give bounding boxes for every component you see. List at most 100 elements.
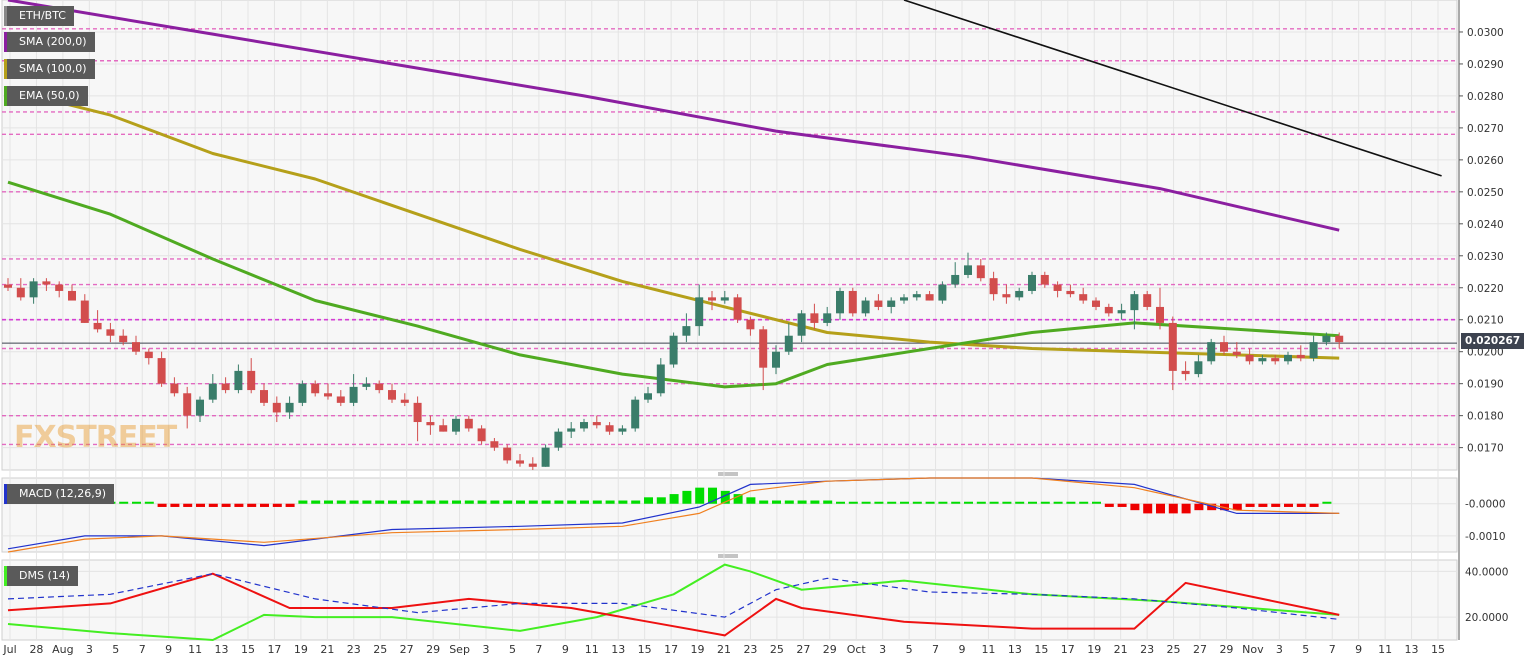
macd-histogram-bar (336, 500, 346, 504)
candle-body (119, 335, 128, 343)
sma200-label[interactable]: SMA (200,0) (4, 32, 95, 52)
macd-histogram-bar (746, 497, 756, 504)
candle-body (1335, 335, 1344, 343)
macd-histogram-bar (695, 487, 705, 504)
panel-backgrounds (1, 0, 1458, 641)
candle-body (912, 294, 921, 298)
candles (4, 252, 1344, 470)
candle-body (887, 300, 896, 307)
series-line (7, 180, 1340, 389)
macd-histogram-bar (848, 501, 858, 504)
x-tick-label: Nov (1242, 643, 1264, 656)
x-tick-label: 11 (981, 643, 995, 656)
candle-body (810, 313, 819, 323)
macd-histogram-bar (669, 494, 679, 504)
macd-histogram-bar (567, 500, 577, 504)
macd-histogram-bar (708, 487, 717, 504)
candle-body (1040, 274, 1049, 285)
sma100-label[interactable]: SMA (100,0) (4, 59, 95, 79)
candle-body (1002, 294, 1011, 298)
candle-body (1258, 358, 1267, 362)
macd-histogram-bar (1168, 503, 1178, 514)
x-tick-label: 17 (1061, 643, 1075, 656)
x-tick-label: 17 (267, 643, 281, 656)
candle-body (247, 370, 256, 391)
macd-histogram-bar (1066, 501, 1076, 504)
macd-histogram-bar (157, 503, 167, 507)
candle-body (1117, 310, 1126, 314)
candle-body (708, 297, 716, 301)
candle-body (605, 425, 614, 432)
macd-histogram-bar (119, 501, 129, 504)
candle-body (170, 383, 179, 394)
ema50-label[interactable]: EMA (50,0) (4, 86, 88, 106)
macd-histogram-bar (1092, 501, 1101, 504)
moving-averages (7, 0, 1442, 389)
series-line (903, 0, 1442, 177)
macd-histogram-bar (170, 503, 180, 507)
candle-body (989, 278, 998, 295)
x-tick-label: Sep (449, 643, 470, 656)
y-tick-label: 0.0290 (1467, 59, 1504, 71)
candle-body (349, 386, 358, 403)
y-tick-label: 0.0200 (1467, 347, 1504, 359)
macd-histogram-bar (349, 500, 359, 504)
candle-body (196, 399, 204, 416)
macd-histogram-bar (234, 503, 244, 507)
dms-label[interactable]: DMS (14) (4, 566, 79, 586)
candle-body (951, 274, 960, 285)
y-tick-label: 0.0270 (1467, 123, 1504, 135)
x-tick-label: 21 (1114, 643, 1128, 656)
macd-histogram-bar (976, 501, 986, 504)
candle-body (1028, 274, 1036, 291)
candle-body (836, 290, 844, 314)
candle-body (759, 329, 768, 368)
macd-histogram-bar (1015, 501, 1025, 504)
candle-body (592, 422, 601, 426)
x-tick-label: 11 (1378, 643, 1392, 656)
x-tick-label: 15 (1431, 643, 1445, 656)
x-tick-label: 19 (691, 643, 705, 656)
pair-label[interactable]: ETH/BTC (4, 6, 74, 26)
candle-body (106, 329, 115, 336)
candle-body (784, 335, 793, 352)
x-tick-label: Jul (2, 643, 16, 656)
dms-line (7, 573, 1340, 620)
y-tick-label: 0.0180 (1467, 411, 1504, 423)
series-line (7, 88, 1340, 360)
dms-tick-label: 20.0000 (1465, 612, 1508, 624)
x-tick-label: 29 (426, 643, 440, 656)
macd-histogram-bar (528, 500, 538, 504)
candle-body (93, 322, 102, 330)
y-tick-label: 0.0210 (1467, 315, 1504, 327)
macd-histogram-bar (541, 500, 551, 504)
x-tick-label: Oct (847, 643, 867, 656)
macd-histogram-bar (592, 500, 602, 504)
support-resistance-levels (2, 28, 1457, 446)
candle-body (55, 284, 64, 291)
x-tick-label: 5 (509, 643, 516, 656)
x-tick-label: 23 (1140, 643, 1154, 656)
macd-histogram-bar (298, 500, 308, 504)
candle-body (413, 402, 422, 423)
candle-body (68, 290, 76, 301)
x-tick-label: 29 (823, 643, 837, 656)
macd-histogram-bar (605, 500, 615, 504)
macd-histogram-bar (1322, 501, 1332, 504)
macd-label[interactable]: MACD (12,26,9) (4, 484, 115, 504)
macd-histogram-bar (861, 501, 871, 504)
x-tick-label: 17 (664, 643, 678, 656)
candle-body (29, 281, 38, 298)
candle-body (772, 351, 780, 368)
macd-histogram-bar (1040, 501, 1050, 504)
macd-histogram-bar (925, 501, 935, 504)
macd-histogram-bar (132, 501, 141, 504)
x-tick-label: 25 (373, 643, 387, 656)
macd-histogram-bar (733, 494, 743, 504)
x-tick-label: 13 (1405, 643, 1419, 656)
macd-histogram-bar (1053, 501, 1063, 504)
macd-histogram-bar (516, 500, 525, 504)
candle-body (311, 383, 320, 394)
macd-histogram-bar (720, 490, 730, 504)
